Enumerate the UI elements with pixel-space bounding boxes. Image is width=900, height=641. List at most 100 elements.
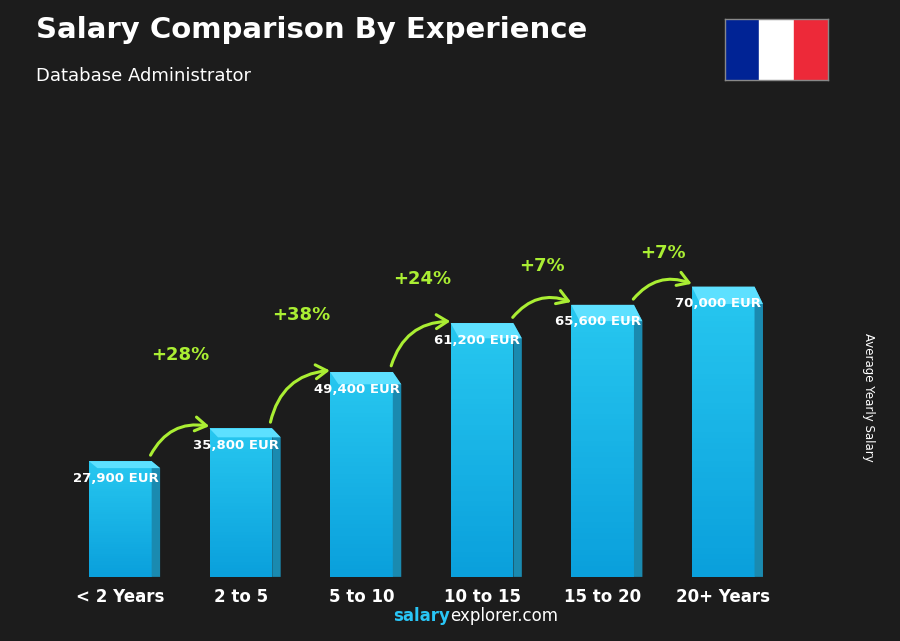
Bar: [572, 501, 634, 506]
Bar: [330, 553, 392, 556]
Bar: [89, 468, 152, 470]
Bar: [692, 426, 754, 432]
Text: 61,200 EUR: 61,200 EUR: [435, 333, 520, 347]
Bar: [210, 553, 272, 556]
Bar: [692, 513, 754, 519]
Bar: [451, 404, 513, 410]
Bar: [692, 298, 754, 304]
Bar: [330, 376, 392, 380]
Polygon shape: [451, 323, 522, 338]
Bar: [451, 374, 513, 379]
Bar: [330, 507, 392, 512]
Bar: [572, 533, 634, 539]
Bar: [330, 401, 392, 404]
Text: +38%: +38%: [272, 306, 330, 324]
Text: Database Administrator: Database Administrator: [36, 67, 251, 85]
FancyArrowPatch shape: [634, 272, 689, 299]
Bar: [210, 473, 272, 476]
Bar: [572, 452, 634, 457]
Bar: [89, 489, 152, 491]
Bar: [692, 345, 754, 351]
Bar: [330, 544, 392, 548]
Bar: [330, 536, 392, 540]
Bar: [89, 515, 152, 517]
Bar: [451, 495, 513, 501]
Text: +7%: +7%: [640, 244, 686, 262]
Bar: [692, 478, 754, 484]
FancyArrowPatch shape: [270, 365, 327, 422]
Bar: [89, 512, 152, 515]
Bar: [330, 454, 392, 458]
Bar: [210, 508, 272, 512]
Bar: [210, 485, 272, 488]
Bar: [451, 363, 513, 369]
Bar: [572, 572, 634, 577]
Bar: [572, 517, 634, 522]
Bar: [692, 548, 754, 554]
Bar: [794, 19, 828, 80]
Bar: [692, 461, 754, 467]
Text: 65,600 EUR: 65,600 EUR: [554, 315, 641, 328]
Bar: [210, 541, 272, 544]
Bar: [451, 562, 513, 567]
Bar: [692, 565, 754, 571]
Bar: [451, 379, 513, 384]
Bar: [330, 503, 392, 507]
Bar: [572, 495, 634, 501]
Bar: [89, 533, 152, 535]
Bar: [89, 505, 152, 508]
Bar: [572, 479, 634, 485]
Bar: [572, 490, 634, 495]
Bar: [89, 494, 152, 496]
Bar: [572, 381, 634, 387]
Bar: [89, 535, 152, 538]
Bar: [330, 385, 392, 388]
Bar: [89, 547, 152, 549]
Bar: [451, 349, 513, 354]
Bar: [330, 556, 392, 560]
Bar: [330, 499, 392, 503]
FancyArrowPatch shape: [392, 315, 447, 366]
Bar: [692, 414, 754, 420]
FancyArrowPatch shape: [150, 417, 206, 455]
Bar: [692, 403, 754, 408]
Bar: [89, 503, 152, 505]
Bar: [572, 528, 634, 533]
Bar: [330, 433, 392, 438]
Bar: [89, 540, 152, 542]
Bar: [89, 496, 152, 498]
Bar: [692, 327, 754, 333]
Bar: [89, 463, 152, 466]
Bar: [89, 482, 152, 485]
Bar: [692, 351, 754, 356]
Bar: [692, 537, 754, 542]
Bar: [451, 384, 513, 389]
Bar: [210, 446, 272, 449]
Polygon shape: [392, 372, 401, 577]
Bar: [692, 391, 754, 397]
Bar: [210, 538, 272, 541]
Bar: [210, 479, 272, 482]
Bar: [210, 437, 272, 440]
Bar: [572, 354, 634, 359]
Bar: [210, 571, 272, 574]
Bar: [692, 560, 754, 565]
Bar: [451, 501, 513, 506]
Bar: [572, 441, 634, 446]
Bar: [330, 495, 392, 499]
Bar: [89, 570, 152, 572]
Bar: [572, 446, 634, 452]
Bar: [451, 399, 513, 404]
Bar: [330, 380, 392, 385]
Bar: [692, 339, 754, 345]
Bar: [330, 532, 392, 536]
Bar: [210, 444, 272, 446]
Bar: [572, 463, 634, 468]
Bar: [572, 430, 634, 435]
Bar: [330, 466, 392, 470]
Bar: [330, 565, 392, 569]
Bar: [210, 547, 272, 550]
Bar: [210, 529, 272, 533]
Bar: [572, 397, 634, 403]
Bar: [572, 365, 634, 370]
